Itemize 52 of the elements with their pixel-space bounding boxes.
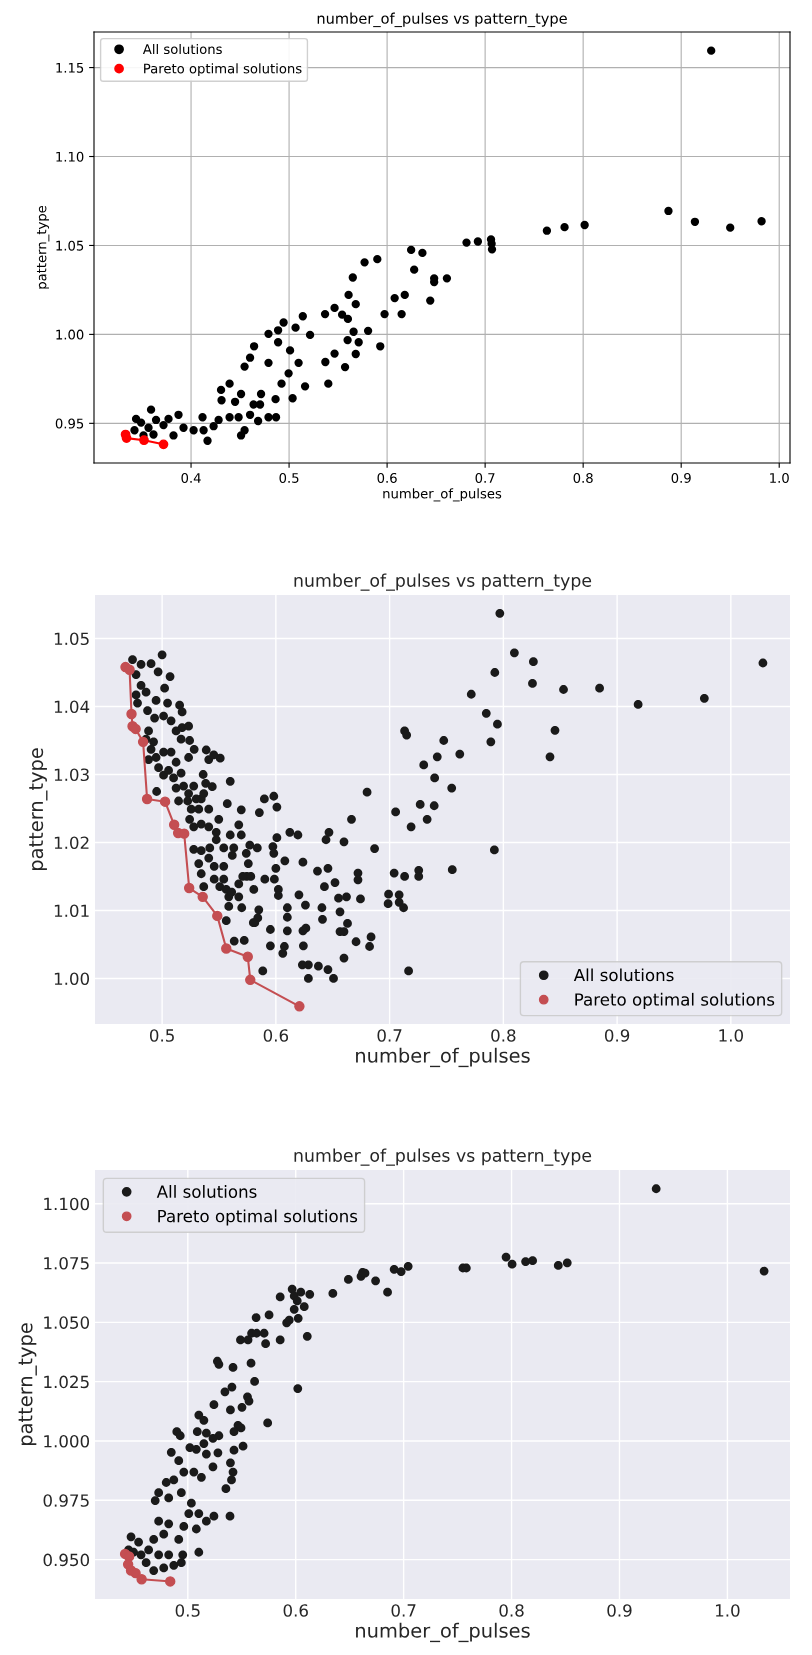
x-tick-label: 0.5 xyxy=(279,472,299,483)
y-tick-label: 1.025 xyxy=(44,1375,89,1389)
x-axis-title: number_of_pulses xyxy=(356,1622,530,1643)
legend-label: Pareto optimal solutions xyxy=(575,992,775,1009)
x-tick-label: 0.8 xyxy=(573,472,593,483)
y-tick-label: 1.05 xyxy=(54,632,89,646)
x-tick-label: 0.6 xyxy=(263,1029,289,1042)
y-tick-label: 1.15 xyxy=(56,62,84,73)
x-tick-label: 1.0 xyxy=(715,1604,740,1617)
x-tick-label: 0.7 xyxy=(391,1604,416,1617)
y-tick-label: 0.975 xyxy=(43,1494,89,1507)
legend-label: All solutions xyxy=(142,43,222,55)
x-tick-label: 0.5 xyxy=(149,1029,174,1042)
x-axis-title: number_of_pulses xyxy=(383,488,502,502)
y-tick-label: 1.04 xyxy=(54,700,90,714)
y-tick-label: 1.02 xyxy=(54,836,89,850)
x-tick-label: 1.0 xyxy=(719,1029,743,1042)
y-tick-label: 1.050 xyxy=(44,1316,90,1329)
x-tick-label: 0.7 xyxy=(377,1029,402,1042)
x-tick-label: 0.9 xyxy=(604,1029,630,1042)
y-tick-label: 1.00 xyxy=(56,329,84,340)
x-axis-title: number_of_pulses xyxy=(356,1047,530,1068)
x-tick-label: 0.9 xyxy=(671,472,691,483)
y-tick-label: 1.100 xyxy=(44,1197,90,1211)
chart-title: number_of_pulses vs pattern_type xyxy=(294,573,592,591)
x-tick-label: 0.6 xyxy=(377,472,397,483)
y-tick-label: 0.950 xyxy=(43,1553,90,1567)
y-tick-label: 1.000 xyxy=(44,1434,90,1448)
legend-label: All solutions xyxy=(573,968,674,982)
x-tick-label: 0.8 xyxy=(499,1604,524,1617)
y-tick-label: 1.01 xyxy=(54,904,89,918)
chart-title: number_of_pulses vs pattern_type xyxy=(294,1148,592,1166)
y-tick-label: 0.95 xyxy=(55,418,84,429)
x-tick-label: 0.7 xyxy=(475,472,495,483)
chart-title: number_of_pulses vs pattern_type xyxy=(317,12,567,28)
y-tick-label: 1.03 xyxy=(54,768,89,782)
legend-label: Pareto optimal solutions xyxy=(144,63,302,77)
x-tick-label: 0.9 xyxy=(607,1604,632,1617)
x-tick-label: 1.0 xyxy=(770,472,789,483)
legend-label: Pareto optimal solutions xyxy=(158,1209,358,1226)
y-tick-label: 1.075 xyxy=(44,1256,89,1270)
x-tick-label: 0.6 xyxy=(283,1604,308,1617)
y-axis-title: pattern_type xyxy=(18,1323,37,1446)
y-axis-title: pattern_type xyxy=(36,205,50,289)
y-tick-label: 1.05 xyxy=(56,240,84,251)
legend-label: All solutions xyxy=(156,1185,257,1198)
x-tick-label: 0.5 xyxy=(175,1604,200,1617)
y-axis-title: pattern_type xyxy=(29,748,48,871)
x-tick-label: 0.4 xyxy=(181,472,201,483)
y-tick-label: 1.10 xyxy=(56,151,84,162)
x-tick-label: 0.8 xyxy=(491,1029,516,1042)
y-tick-label: 1.00 xyxy=(54,972,90,986)
